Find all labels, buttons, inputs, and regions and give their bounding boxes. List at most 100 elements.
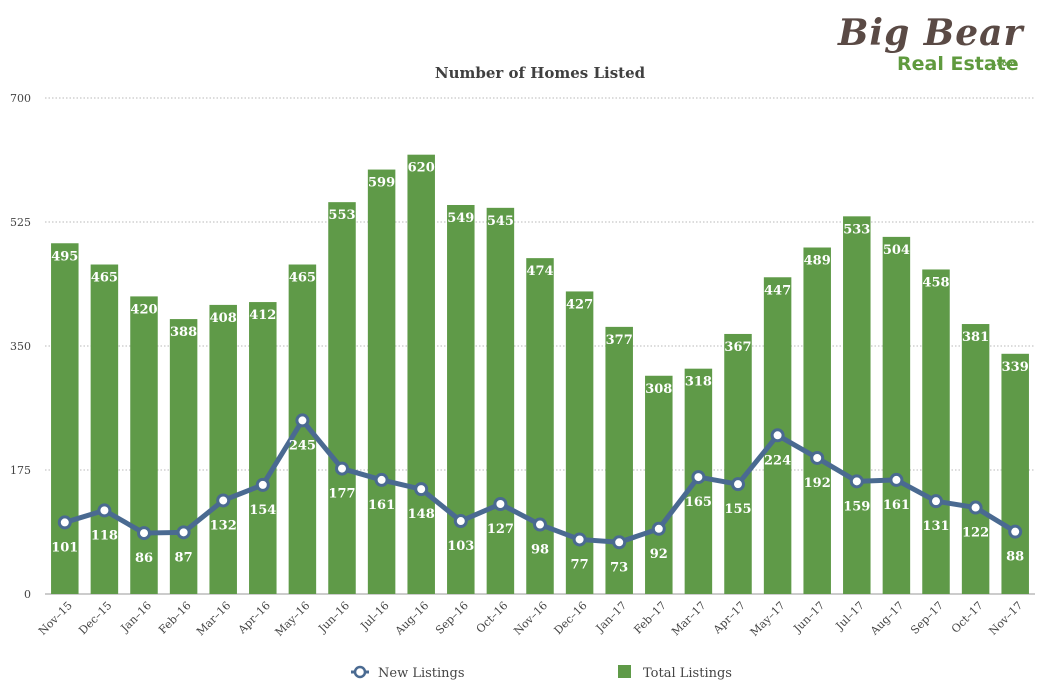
bar <box>407 154 435 594</box>
bar-value-label: 553 <box>328 208 355 223</box>
bar-value-label: 381 <box>962 330 989 345</box>
bar-value-label: 504 <box>883 243 910 258</box>
y-tick-label: 175 <box>10 464 31 477</box>
x-tick-label: Jun–17 <box>790 599 827 636</box>
line-point <box>216 493 231 508</box>
bar-value-label: 308 <box>645 382 672 397</box>
bar <box>486 207 515 595</box>
bar-value-label: 318 <box>685 375 712 390</box>
x-tick-label: Oct–16 <box>474 599 511 636</box>
legend-bar-swatch <box>618 665 631 678</box>
x-tick-label: Mar–16 <box>194 599 233 638</box>
x-tick-label: Dec–16 <box>552 599 590 637</box>
line-value-label: 87 <box>175 550 193 565</box>
legend-marker-swatch <box>353 665 367 679</box>
line-value-label: 192 <box>804 476 831 491</box>
line-value-label: 159 <box>843 499 870 514</box>
bar-value-label: 489 <box>804 254 831 269</box>
bar-value-label: 427 <box>566 297 593 312</box>
x-tick-label: Apr–17 <box>710 599 748 637</box>
line-value-label: 77 <box>571 557 589 572</box>
bar <box>565 291 594 594</box>
bar <box>1001 353 1029 594</box>
line-point <box>889 472 904 487</box>
line-value-label: 92 <box>650 547 668 562</box>
bar-value-label: 339 <box>1002 360 1029 375</box>
bar <box>367 169 396 594</box>
bar <box>526 258 554 594</box>
bar-value-label: 377 <box>606 333 633 348</box>
line-value-label: 73 <box>610 560 628 575</box>
line-point <box>414 482 429 497</box>
x-tick-label: Apr–16 <box>235 599 273 637</box>
bar <box>328 202 356 594</box>
line-point <box>691 470 706 485</box>
bar <box>130 296 158 594</box>
line-point <box>810 450 825 465</box>
x-tick-label: Aug–17 <box>867 599 906 638</box>
line-value-label: 86 <box>135 551 153 566</box>
line-value-label: 177 <box>328 487 355 502</box>
x-tick-label: Jul–17 <box>833 599 867 633</box>
bar-labels: 495 465 420 388 408 412 465 553 599 620 549 545 474 4… <box>51 161 1029 397</box>
line-value-label: 148 <box>408 507 435 522</box>
bar <box>209 304 237 594</box>
line-value-label: 132 <box>210 518 237 533</box>
legend: New Listings Total Listings <box>351 665 732 681</box>
x-tick-label: Sep–16 <box>433 599 471 637</box>
line-labels: 101 118 86 87 132 154 245 177 161 148 103 127 98 77 73… <box>51 438 1024 575</box>
legend-item-new-listings: New Listings <box>351 665 465 681</box>
y-tick-label: 525 <box>10 216 31 229</box>
line-point <box>968 500 983 515</box>
line-value-label: 161 <box>883 498 910 513</box>
line-value-label: 101 <box>51 540 78 555</box>
line-point <box>612 535 627 550</box>
line-point <box>849 474 864 489</box>
line-point <box>651 521 666 536</box>
logo: Big Bear Real Estate .com <box>837 12 1024 75</box>
bar-value-label: 420 <box>130 302 157 317</box>
bar-value-label: 533 <box>843 222 870 237</box>
bar-value-label: 474 <box>526 264 553 279</box>
bar <box>249 302 277 594</box>
line-value-label: 88 <box>1006 550 1024 565</box>
line-value-label: 161 <box>368 498 395 513</box>
x-tick-label: Mar–17 <box>669 599 708 638</box>
line-point <box>335 461 349 476</box>
line-point <box>493 497 508 512</box>
x-tick-label: Feb–16 <box>156 599 194 637</box>
bar-value-label: 545 <box>487 214 514 229</box>
bar-value-label: 620 <box>408 161 435 176</box>
bar-value-label: 465 <box>91 271 118 286</box>
x-tick-label: Jan–17 <box>593 599 629 635</box>
legend-item-total-listings: Total Listings <box>618 665 732 681</box>
bar-value-label: 599 <box>368 176 395 191</box>
bar <box>645 375 673 594</box>
line-value-label: 118 <box>91 528 118 543</box>
bar-value-label: 367 <box>724 340 751 355</box>
line-point <box>533 517 547 532</box>
logo-bottom-text: Real Estate <box>897 53 1019 75</box>
bar-series <box>51 154 1029 595</box>
line-point <box>1008 524 1023 539</box>
line-value-label: 155 <box>724 502 751 517</box>
line-value-label: 165 <box>685 495 712 510</box>
line-point <box>374 472 389 487</box>
line-value-label: 131 <box>922 519 949 534</box>
x-tick-label: May–16 <box>273 599 313 639</box>
line-value-label: 224 <box>764 453 791 468</box>
x-tick-label: Dec–15 <box>76 599 114 637</box>
bar <box>605 326 633 594</box>
y-tick-label: 700 <box>10 92 31 105</box>
x-tick-label: Jul–16 <box>357 599 391 633</box>
line-point <box>295 413 310 428</box>
line-value-label: 98 <box>531 543 549 558</box>
line-value-label: 103 <box>447 539 474 554</box>
x-tick-label: Nov–15 <box>36 599 75 638</box>
x-tick-label: Jun–16 <box>315 599 352 636</box>
line-point <box>731 477 745 492</box>
line-point <box>137 526 151 541</box>
x-axis: Nov–15 Dec–15 Jan–16 Feb–16 Mar–16 Apr–16 May–… <box>36 599 1025 639</box>
line-point <box>770 428 785 443</box>
bar <box>169 319 198 594</box>
